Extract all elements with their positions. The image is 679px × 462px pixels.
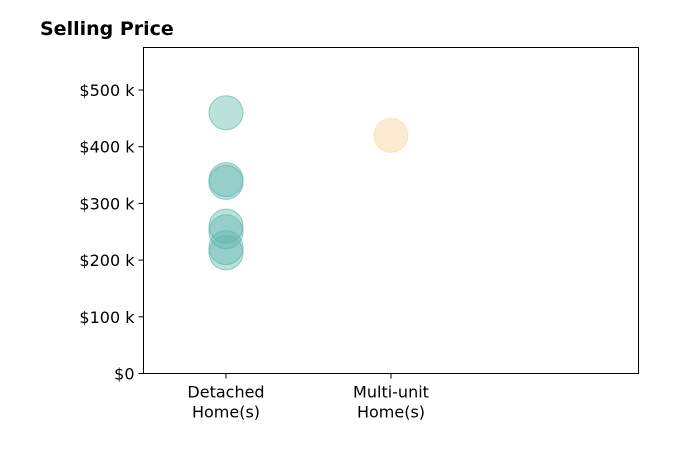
- y-tick-label: $400 k: [79, 138, 135, 157]
- x-axis: Detached Home(s)Multi-unit Home(s): [187, 373, 429, 422]
- y-axis: $0 $100 k $200 k $300 k $400 k $500 k: [79, 81, 144, 384]
- data-point: [208, 208, 244, 244]
- plot-area: [143, 47, 639, 374]
- y-tick-label: $0: [114, 365, 134, 384]
- x-tick-label: Multi-unit Home(s): [353, 383, 429, 422]
- x-tick-label-line: Detached: [187, 383, 264, 402]
- x-tick-label-line: Home(s): [192, 403, 260, 422]
- data-point: [208, 95, 244, 131]
- chart-title: Selling Price: [40, 18, 174, 40]
- y-tick-label: $200 k: [79, 251, 135, 270]
- data-point: [208, 235, 244, 271]
- x-tick-label-line: Multi-unit: [353, 383, 429, 402]
- x-tick-label: Detached Home(s): [187, 383, 264, 422]
- y-tick-label: $100 k: [79, 308, 135, 327]
- data-point: [208, 164, 244, 200]
- data-point: [208, 214, 244, 250]
- x-tick-label-line: Home(s): [357, 403, 425, 422]
- y-tick-label: $300 k: [79, 194, 135, 213]
- data-points: [208, 95, 409, 271]
- data-point: [373, 117, 409, 153]
- data-point: [208, 230, 244, 266]
- y-tick-label: $500 k: [79, 81, 135, 100]
